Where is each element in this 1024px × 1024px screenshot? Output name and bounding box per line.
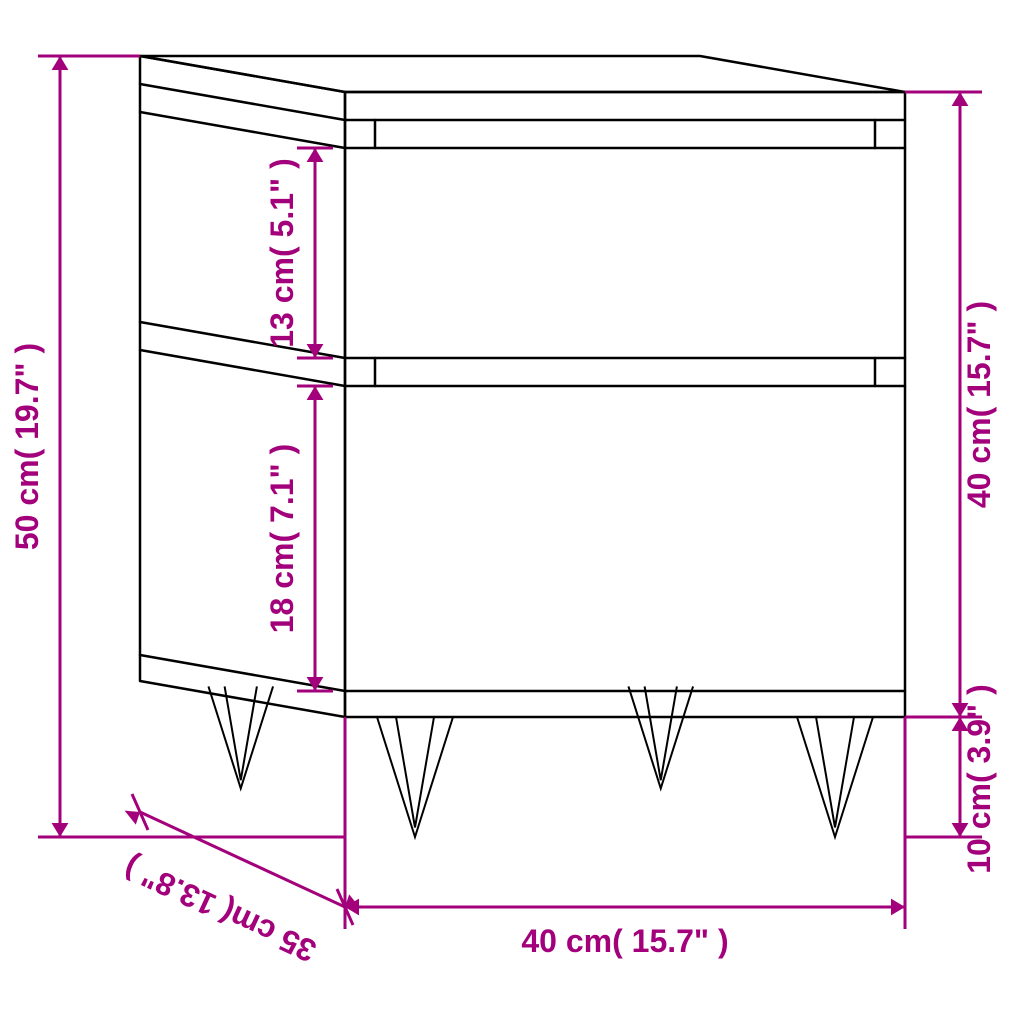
dim-drawer2: 18 cm( 7.1" ): [264, 444, 300, 633]
cabinet-outline: [140, 56, 905, 717]
dim-drawer1: 13 cm( 5.1" ): [264, 158, 300, 347]
dim-body-height: 40 cm( 15.7" ): [961, 301, 997, 508]
dim-depth: 35 cm( 13.8" ): [118, 850, 321, 970]
hairpin-legs: [208, 686, 873, 837]
dim-total-height: 50 cm( 19.7" ): [9, 343, 45, 550]
dim-width: 40 cm( 15.7" ): [521, 923, 728, 959]
dimension-diagram: 50 cm( 19.7" ) 13 cm( 5.1" ) 18 cm( 7.1" )…: [0, 0, 1024, 1024]
dim-leg-height: 10 cm( 3.9" ): [961, 684, 997, 873]
